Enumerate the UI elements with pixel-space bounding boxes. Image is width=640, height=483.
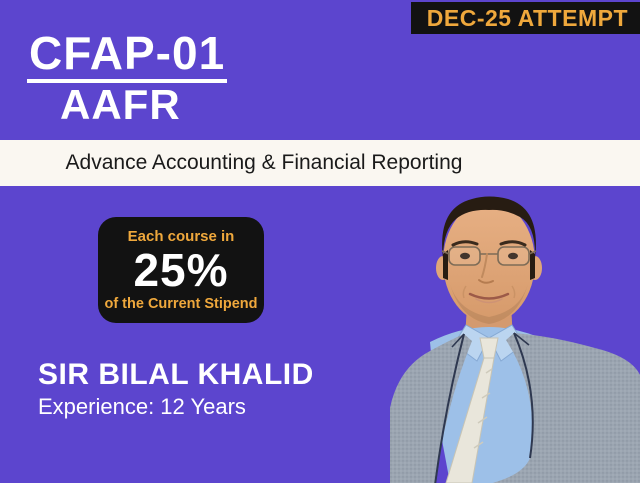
instructor-photo-icon	[390, 188, 640, 483]
attempt-badge-label: DEC-25 ATTEMPT	[426, 4, 628, 31]
attempt-badge: DEC-25 ATTEMPT	[410, 2, 640, 34]
course-code-title: CFAP-01	[27, 30, 228, 83]
subtitle-band: Advance Accounting & Financial Reporting	[0, 140, 640, 186]
subtitle-text: Advance Accounting & Financial Reporting	[65, 151, 463, 174]
offer-percent: 25%	[133, 244, 229, 297]
instructor-experience: Experience: 12 Years	[38, 394, 246, 419]
instructor-name: SIR BILAL KHALID	[38, 358, 314, 391]
offer-bottom-line: of the Current Stipend	[104, 295, 258, 312]
offer-badge: Each course in 25% of the Current Stipen…	[98, 217, 264, 323]
offer-top-line: Each course in	[127, 228, 235, 246]
course-short-title: AAFR	[60, 81, 181, 128]
